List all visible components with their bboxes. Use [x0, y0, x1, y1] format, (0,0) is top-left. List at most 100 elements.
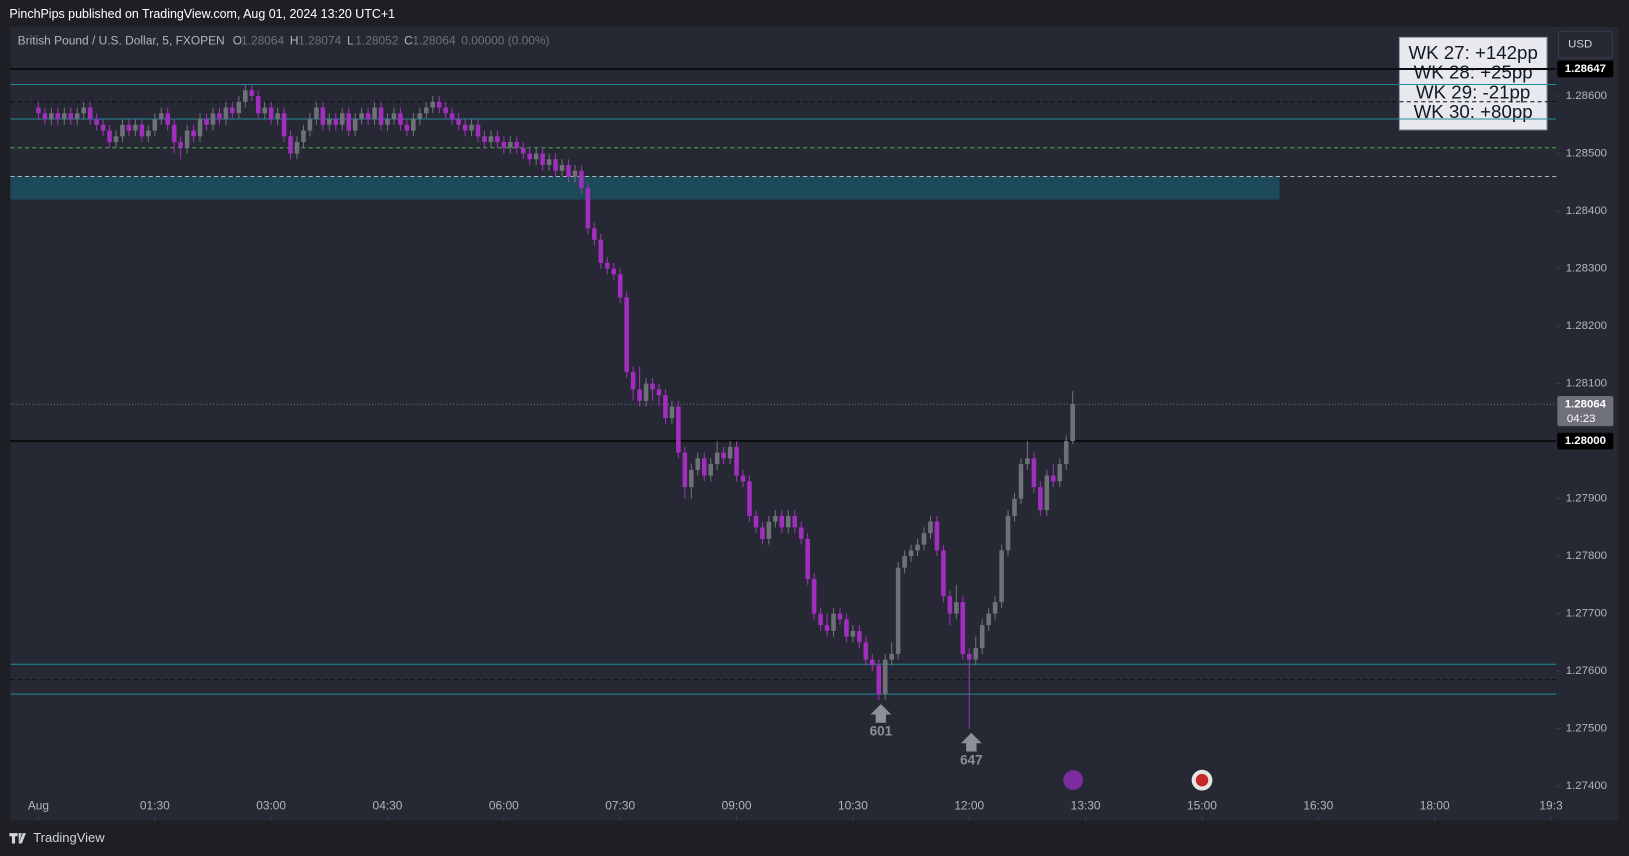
candle-body — [262, 107, 267, 114]
candle-body — [643, 383, 649, 401]
candle-body — [585, 188, 591, 229]
candle-body — [553, 159, 558, 171]
candle-body — [87, 107, 93, 120]
candle-body — [979, 625, 985, 649]
candle-body — [217, 113, 222, 120]
candle-body — [423, 107, 429, 114]
ohlc-value: 1.28064 — [412, 34, 456, 48]
candle-body — [197, 119, 203, 137]
candle-body — [831, 613, 836, 631]
annotation-label: 601 — [870, 724, 893, 739]
candle-body — [301, 130, 306, 143]
candle-body — [747, 481, 752, 516]
candle-body — [701, 458, 707, 476]
x-tick-label: 03:00 — [256, 798, 286, 812]
ohlc-value: 1.28052 — [355, 34, 399, 48]
candle-body — [934, 521, 940, 551]
candle-body — [281, 113, 287, 137]
candle-body — [430, 101, 436, 108]
candle-body — [475, 124, 481, 137]
candle-body — [928, 521, 933, 534]
candle-body — [36, 107, 41, 114]
candle-body — [844, 619, 849, 637]
candle-body — [372, 107, 377, 120]
candle-body — [469, 124, 474, 131]
candle-body — [100, 124, 106, 131]
candle-body — [902, 556, 907, 568]
candle-body — [268, 107, 274, 120]
candle-body — [327, 119, 332, 125]
candle-body — [857, 630, 862, 643]
legend-entry: WK 30: +80pp — [1414, 101, 1533, 122]
candle-body — [1031, 458, 1037, 488]
x-tick-label: 04:30 — [373, 798, 403, 812]
candle-body — [986, 613, 991, 626]
candle-body — [488, 136, 494, 143]
candle-body — [378, 107, 384, 125]
candle-body — [863, 642, 869, 660]
candle-body — [391, 113, 397, 120]
candle-body — [243, 90, 248, 102]
y-tick-label: 1.27600 — [1566, 665, 1607, 677]
annotation-arrow — [960, 732, 982, 752]
candle-body — [1057, 464, 1063, 482]
candle-body — [94, 119, 99, 125]
legend-entry: WK 29: -21pp — [1416, 81, 1530, 102]
candle-body — [566, 165, 571, 177]
candle-body — [779, 515, 785, 528]
currency[interactable]: USD — [1568, 39, 1592, 51]
candle-body — [495, 136, 500, 143]
candle-body — [417, 113, 423, 120]
candle-body — [346, 113, 351, 131]
candle-body — [184, 130, 190, 148]
level-tag — [1557, 432, 1614, 450]
candle-body — [436, 101, 442, 108]
candle-body — [792, 515, 798, 528]
candle-body — [320, 107, 326, 125]
candle-body — [663, 395, 668, 419]
y-tick-label: 1.28400 — [1566, 205, 1607, 217]
footer: TradingView — [33, 830, 105, 845]
candle-body — [171, 124, 177, 143]
candle-body — [695, 458, 701, 470]
ohlc-key: H — [290, 34, 299, 48]
candle-body — [456, 119, 461, 125]
y-tick-label: 1.28300 — [1566, 263, 1607, 275]
candle-body — [598, 239, 604, 263]
x-tick-label: 18:00 — [1420, 798, 1450, 812]
candle-body — [960, 602, 966, 654]
candle-body — [1005, 515, 1011, 551]
candle-body — [191, 130, 196, 137]
x-tick-label: 15:00 — [1187, 798, 1217, 812]
candle-body — [604, 262, 610, 269]
x-tick-label: 07:30 — [605, 798, 635, 812]
candle-body — [546, 159, 552, 166]
ohlc-value: 1.28064 — [241, 34, 285, 48]
ohlc-key: O — [233, 34, 242, 48]
candle-body — [760, 527, 765, 539]
candle-body — [669, 406, 675, 419]
candle-body — [650, 383, 655, 390]
candle-body — [630, 372, 636, 390]
legend-bg — [1398, 36, 1548, 131]
currency-button[interactable] — [1557, 30, 1613, 59]
event-icon — [1195, 773, 1209, 787]
plot-area — [10, 27, 1557, 821]
candle-body — [81, 107, 86, 114]
candle-body — [62, 113, 67, 120]
candle-body — [1012, 498, 1017, 516]
candle-body — [954, 602, 959, 614]
candle-body — [579, 170, 584, 189]
candle-body — [49, 113, 54, 120]
candle-body — [682, 452, 688, 488]
candle-body — [592, 228, 597, 240]
candle-body — [152, 119, 158, 131]
candle-body — [992, 602, 998, 614]
x-tick-label: 16:30 — [1303, 798, 1333, 812]
annotation-label: 647 — [960, 752, 983, 767]
candle-body — [908, 550, 914, 557]
x-tick-label: 10:30 — [838, 798, 868, 812]
candle-body — [165, 113, 171, 125]
